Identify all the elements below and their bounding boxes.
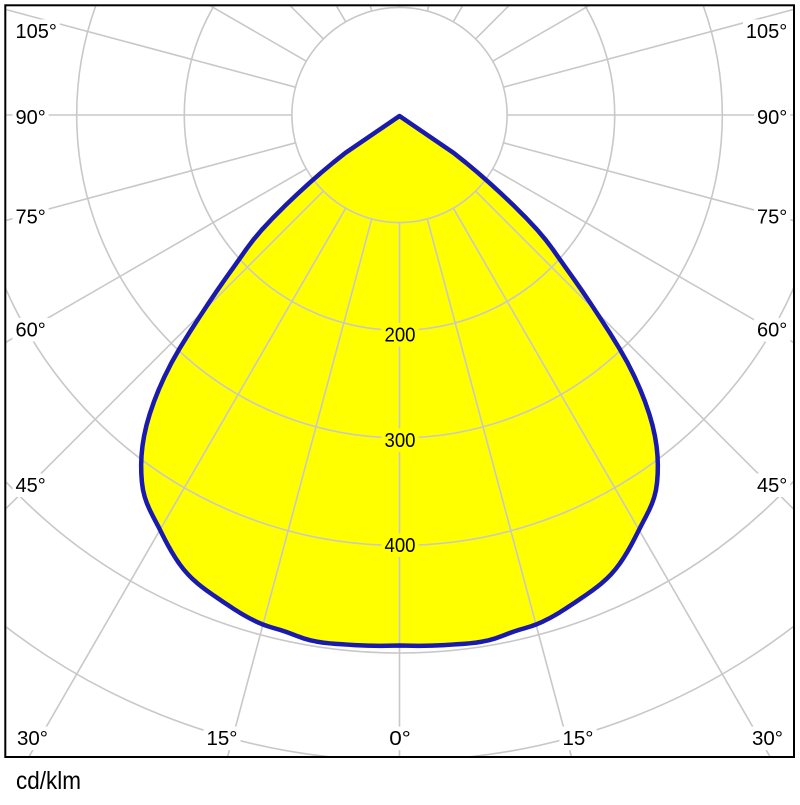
svg-text:105°: 105° [16, 21, 57, 43]
svg-text:200: 200 [385, 325, 416, 347]
svg-text:400: 400 [385, 535, 416, 557]
svg-text:90°: 90° [757, 107, 787, 129]
svg-text:0°: 0° [389, 728, 411, 750]
svg-text:60°: 60° [757, 320, 787, 342]
svg-text:30°: 30° [17, 728, 48, 750]
svg-text:60°: 60° [16, 320, 46, 342]
svg-text:15°: 15° [207, 728, 238, 750]
svg-text:30°: 30° [752, 728, 783, 750]
svg-text:75°: 75° [16, 206, 46, 228]
svg-text:90°: 90° [16, 107, 46, 129]
svg-text:300: 300 [385, 430, 416, 452]
svg-text:45°: 45° [16, 475, 46, 497]
svg-text:15°: 15° [563, 728, 594, 750]
svg-text:105°: 105° [746, 21, 787, 43]
svg-text:cd/klm: cd/klm [16, 767, 81, 795]
svg-text:75°: 75° [757, 206, 787, 228]
svg-text:45°: 45° [757, 475, 787, 497]
